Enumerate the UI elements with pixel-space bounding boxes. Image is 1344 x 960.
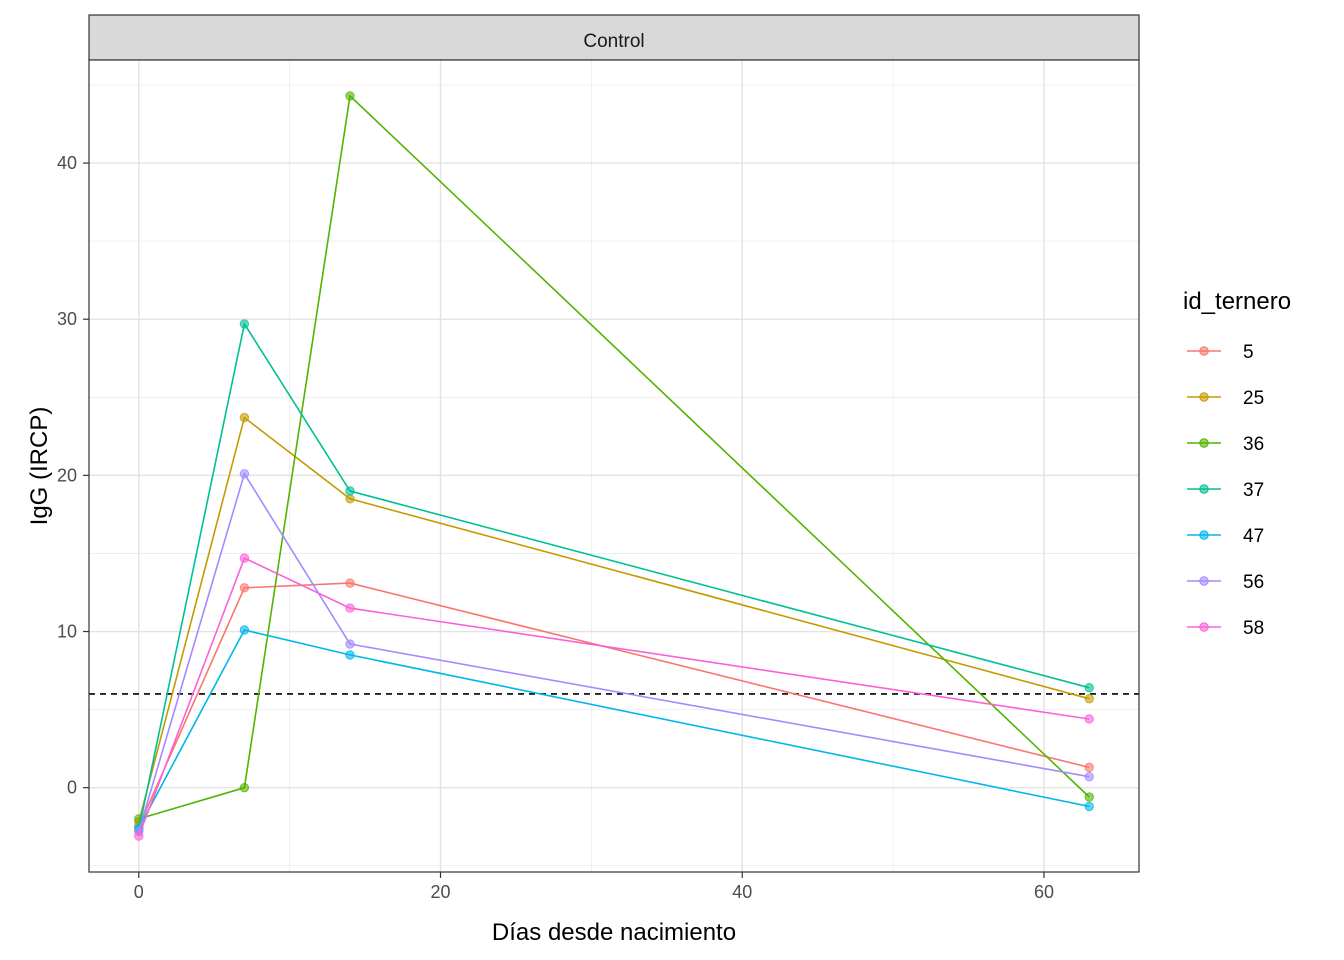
data-point xyxy=(345,639,355,649)
x-tick-label: 20 xyxy=(430,882,450,902)
legend-title: id_ternero xyxy=(1183,288,1291,315)
legend-key-point xyxy=(1199,622,1209,632)
legend-key-point xyxy=(1199,392,1209,402)
legend-key-point xyxy=(1199,530,1209,540)
series-line-25 xyxy=(138,416,1090,823)
plot-panel-border xyxy=(88,59,1140,873)
series-line-47 xyxy=(138,629,1090,829)
data-point xyxy=(239,412,250,423)
legend-label: 25 xyxy=(1243,388,1264,409)
legend-item-47: 47 xyxy=(1187,526,1264,547)
data-point xyxy=(239,583,250,593)
series-line-37 xyxy=(138,321,1090,830)
facet-label: Control xyxy=(583,31,644,52)
data-point xyxy=(345,578,355,588)
data-point xyxy=(239,469,250,479)
grid-minor xyxy=(89,60,1139,872)
data-point xyxy=(1084,693,1094,704)
legend-label: 5 xyxy=(1243,342,1254,363)
legend-item-56: 56 xyxy=(1187,572,1264,593)
legend-label: 37 xyxy=(1243,480,1264,501)
y-axis: 0 10 20 30 40 xyxy=(57,153,89,798)
legend-label: 36 xyxy=(1243,434,1264,455)
series-line-36 xyxy=(138,94,1090,820)
y-tick-label: 0 xyxy=(67,778,77,798)
y-axis-title: IgG (IRCP) xyxy=(26,407,53,526)
facet-strip xyxy=(88,14,1140,61)
data-point xyxy=(1084,762,1094,773)
data-point xyxy=(345,494,355,504)
y-tick-label: 20 xyxy=(57,465,77,485)
legend-key-point xyxy=(1199,484,1209,494)
data-point xyxy=(1084,801,1094,812)
y-tick-label: 30 xyxy=(57,309,77,329)
grid-major xyxy=(89,60,1139,872)
x-axis-title: Días desde nacimiento xyxy=(492,919,736,946)
series-line-5 xyxy=(138,582,1090,828)
data-point xyxy=(239,782,250,793)
legend-item-58: 58 xyxy=(1187,618,1264,639)
legend-key-point xyxy=(1199,346,1209,356)
data-point xyxy=(1084,683,1094,693)
legend-item-25: 25 xyxy=(1187,388,1264,409)
legend: id_ternero 5 25 36 37 47 56 58 xyxy=(1183,288,1291,639)
plot-panel xyxy=(89,60,1139,872)
legend-label: 47 xyxy=(1243,526,1264,547)
data-point xyxy=(1084,714,1094,724)
legend-key-point xyxy=(1199,576,1209,586)
legend-key-point xyxy=(1199,438,1209,448)
data-point xyxy=(239,319,250,329)
data-point xyxy=(345,486,355,496)
x-axis: 0 20 40 60 xyxy=(134,872,1054,902)
y-tick-label: 10 xyxy=(57,622,77,642)
series-line-58 xyxy=(138,557,1090,837)
data-point xyxy=(345,91,355,101)
data-point xyxy=(345,650,355,660)
data-point xyxy=(239,553,250,563)
legend-item-36: 36 xyxy=(1187,434,1264,455)
data-point xyxy=(1084,772,1094,782)
series-layer xyxy=(134,91,1094,841)
x-tick-label: 60 xyxy=(1034,882,1054,902)
series-58 xyxy=(134,553,1094,841)
data-point xyxy=(1084,792,1094,802)
data-point xyxy=(134,831,144,841)
x-tick-label: 40 xyxy=(732,882,752,902)
legend-label: 58 xyxy=(1243,618,1264,639)
data-point xyxy=(345,603,355,613)
legend-item-5: 5 xyxy=(1187,342,1254,363)
legend-item-37: 37 xyxy=(1187,480,1264,501)
legend-label: 56 xyxy=(1243,572,1264,593)
x-tick-label: 0 xyxy=(134,882,144,902)
data-point xyxy=(239,625,250,635)
series-line-56 xyxy=(138,471,1090,832)
y-tick-label: 40 xyxy=(57,153,77,173)
